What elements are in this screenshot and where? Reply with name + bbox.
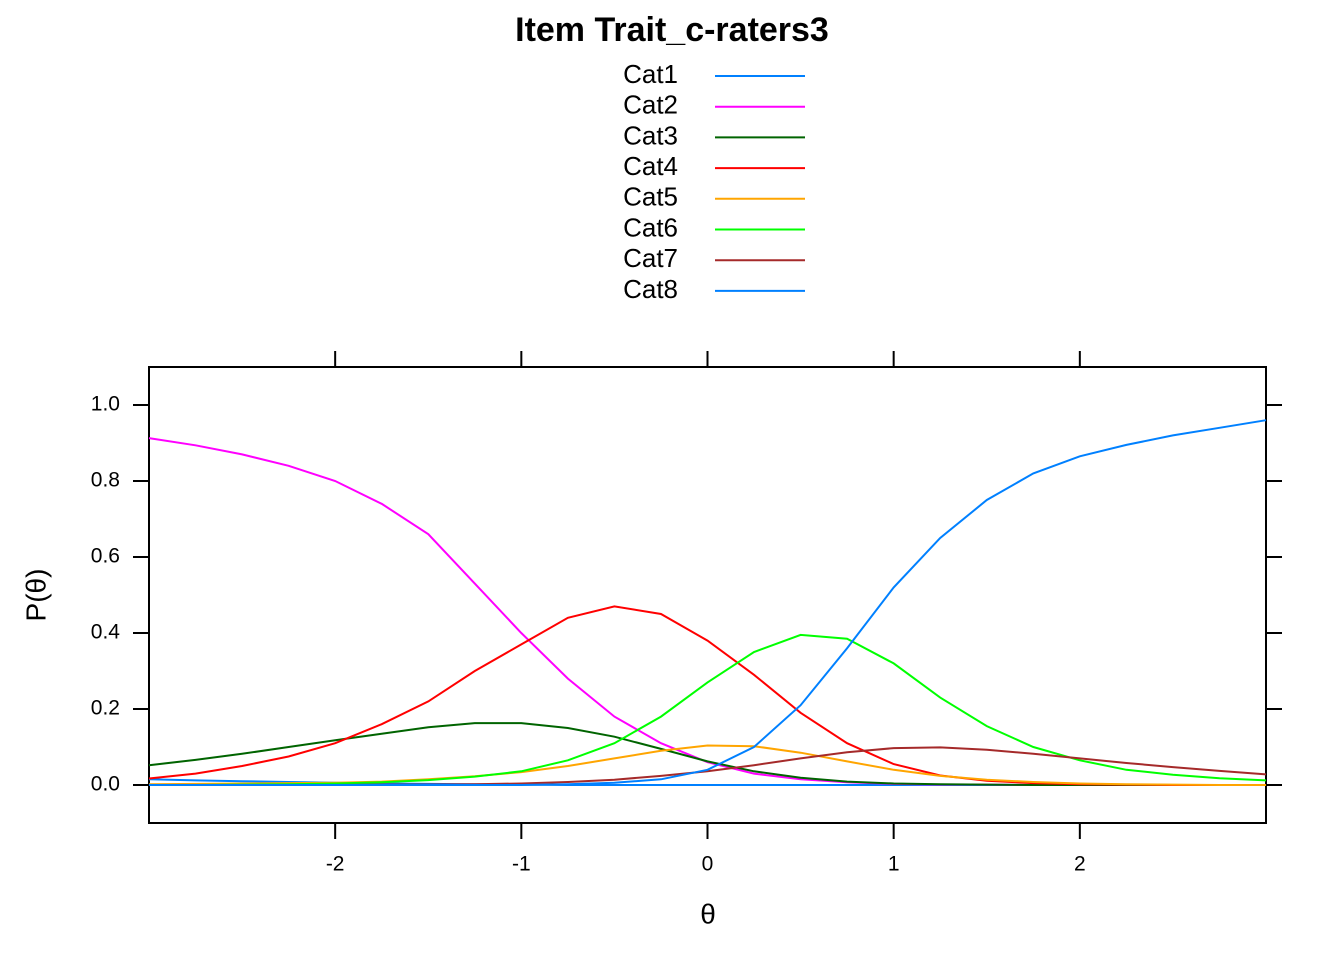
x-axis-label: θ [700, 898, 716, 929]
series-line [148, 744, 1266, 786]
series-line [148, 722, 1266, 786]
series-line [149, 633, 1267, 786]
chart-title: Item Trait_c-raters3 [515, 11, 829, 49]
series-line [148, 437, 1266, 786]
legend-label: Cat7 [623, 243, 678, 273]
x-tick-label: 2 [1074, 853, 1086, 876]
x-tick-label: -2 [326, 853, 345, 876]
y-tick-label: 0.8 [91, 469, 120, 492]
plot-frame [148, 366, 1267, 824]
y-tick-label: 0.0 [91, 773, 120, 796]
y-tick-label: 0.4 [91, 621, 121, 644]
series-line [148, 605, 1266, 786]
series-line [149, 746, 1267, 786]
legend-label: Cat5 [623, 182, 678, 212]
x-tick-label: 0 [702, 853, 714, 876]
legend-label: Cat8 [623, 274, 678, 304]
legend-label: Cat4 [623, 151, 678, 181]
legend-label: Cat2 [623, 90, 678, 120]
x-tick-label: 1 [888, 853, 900, 876]
legend-label: Cat6 [623, 212, 678, 242]
y-tick-label: 0.2 [91, 697, 120, 720]
y-tick-label: 1.0 [91, 393, 120, 416]
legend-label: Cat1 [623, 59, 678, 89]
y-axis-label: P(θ) [20, 569, 51, 622]
legend-label: Cat3 [623, 120, 678, 150]
x-tick-label: -1 [512, 853, 531, 876]
y-tick-label: 0.6 [91, 545, 120, 568]
series-line [149, 419, 1267, 786]
